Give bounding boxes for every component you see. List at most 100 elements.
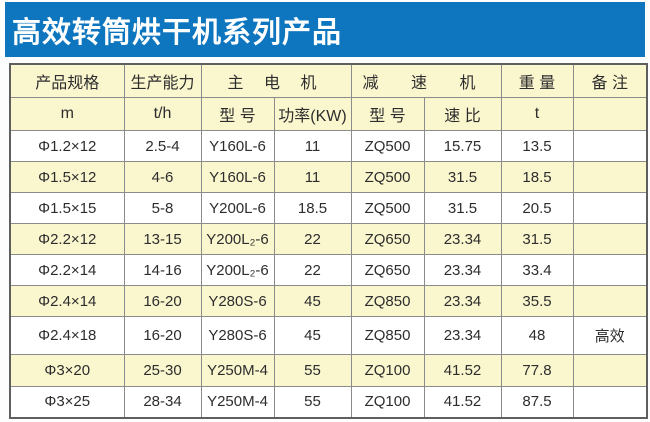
table-cell: 13-15 [123, 223, 202, 256]
table-cell: ZQ100 [350, 385, 425, 419]
table-cell: 18.5 [273, 192, 352, 225]
header-row-1: 产品规格 生产能力 主 电 机 减 速 机 重 量 备 注 [9, 63, 648, 98]
table-cell: 5-8 [123, 192, 202, 225]
table-cell: 48 [500, 316, 574, 356]
table-cell: 18.5 [500, 161, 574, 194]
table-cell [572, 192, 648, 225]
table-cell: Φ1.5×12 [9, 161, 125, 194]
subheader-speed-ratio: 速 比 [423, 97, 502, 131]
table-cell [572, 385, 648, 419]
table-cell: 55 [273, 354, 352, 387]
header-remarks: 备 注 [572, 63, 648, 98]
table-header: 产品规格 生产能力 主 电 机 减 速 机 重 量 备 注 m t/h 型 号 … [9, 63, 648, 131]
table-cell: 23.34 [423, 254, 502, 287]
table-cell: Y250M-4 [200, 385, 275, 419]
table-cell: ZQ500 [350, 129, 425, 163]
table-cell: 20.5 [500, 192, 574, 225]
table-cell: ZQ500 [350, 192, 425, 225]
table-cell: 23.34 [423, 316, 502, 356]
subheader-motor-model: 型 号 [200, 97, 275, 131]
table-cell: Y200L₂-6 [200, 223, 275, 256]
table-cell [572, 254, 648, 287]
table-cell: Φ1.2×12 [9, 129, 125, 163]
table-cell: 16-20 [123, 285, 202, 318]
table-cell: 22 [273, 254, 352, 287]
header-row-2: m t/h 型 号 功率(KW) 型 号 速 比 t [9, 97, 648, 131]
product-spec-table: 产品规格 生产能力 主 电 机 减 速 机 重 量 备 注 m t/h 型 号 … [9, 63, 648, 419]
table-cell: 11 [273, 129, 352, 163]
table-cell: 41.52 [423, 354, 502, 387]
table-cell: 33.4 [500, 254, 574, 287]
page-title: 高效转筒烘干机系列产品 [12, 16, 343, 49]
table-cell [572, 129, 648, 163]
table-row: Φ2.2×14 14-16 Y200L₂-6 22 ZQ650 23.34 33.4 [9, 254, 648, 287]
table-cell: Φ2.2×12 [9, 223, 125, 256]
subheader-remarks-empty [572, 97, 648, 131]
table-row: Φ3×20 25-30 Y250M-4 55 ZQ100 41.52 77.8 [9, 354, 648, 387]
table-cell: 22 [273, 223, 352, 256]
table-cell: 高效 [572, 316, 648, 356]
table-cell: 77.8 [500, 354, 574, 387]
table-cell: 23.34 [423, 223, 502, 256]
table-row: Φ2.4×18 16-20 Y280S-6 45 ZQ850 23.34 48 高效 [9, 316, 648, 356]
table-cell: 31.5 [423, 192, 502, 225]
table-cell: Φ1.5×15 [9, 192, 125, 225]
table-cell: Φ2.4×18 [9, 316, 125, 356]
table-cell: ZQ650 [350, 254, 425, 287]
table-cell: 35.5 [500, 285, 574, 318]
table-row: Φ1.5×15 5-8 Y200L-6 18.5 ZQ500 31.5 20.5 [9, 192, 648, 225]
table-cell: Φ3×25 [9, 385, 125, 419]
table-cell [572, 354, 648, 387]
table-cell: 2.5-4 [123, 129, 202, 163]
table-cell: 55 [273, 385, 352, 419]
table-body: Φ1.2×12 2.5-4 Y160L-6 11 ZQ500 15.75 13.5 Φ1.5×… [9, 129, 648, 419]
subheader-reducer-model: 型 号 [350, 97, 425, 131]
table-cell: Y160L-6 [200, 129, 275, 163]
subheader-motor-power: 功率(KW) [273, 97, 352, 131]
table-cell: Φ2.2×14 [9, 254, 125, 287]
table-cell: Y160L-6 [200, 161, 275, 194]
header-reducer: 减 速 机 [350, 63, 502, 98]
table-cell: Y280S-6 [200, 316, 275, 356]
header-product-spec: 产品规格 [9, 63, 125, 98]
table-cell: 45 [273, 285, 352, 318]
subheader-unit-t: t [500, 97, 574, 131]
table-cell: 25-30 [123, 354, 202, 387]
subheader-unit-m: m [9, 97, 125, 131]
table-row: Φ1.5×12 4-6 Y160L-6 11 ZQ500 31.5 18.5 [9, 161, 648, 194]
table-cell: ZQ100 [350, 354, 425, 387]
table-row: Φ3×25 28-34 Y250M-4 55 ZQ100 41.52 87.5 [9, 385, 648, 419]
table-cell: 87.5 [500, 385, 574, 419]
table-cell: ZQ850 [350, 285, 425, 318]
table-cell: 41.52 [423, 385, 502, 419]
table-cell: 15.75 [423, 129, 502, 163]
table-cell [572, 223, 648, 256]
table-cell [572, 161, 648, 194]
title-banner: 高效转筒烘干机系列产品 [5, 2, 645, 57]
table-cell: Y200L₂-6 [200, 254, 275, 287]
table-cell: ZQ650 [350, 223, 425, 256]
table-cell: Y200L-6 [200, 192, 275, 225]
table-cell: 31.5 [500, 223, 574, 256]
header-capacity: 生产能力 [123, 63, 202, 98]
table-row: Φ1.2×12 2.5-4 Y160L-6 11 ZQ500 15.75 13.5 [9, 129, 648, 163]
table-cell: 13.5 [500, 129, 574, 163]
table-cell: 11 [273, 161, 352, 194]
table-cell: Y280S-6 [200, 285, 275, 318]
table-cell [572, 285, 648, 318]
table-cell: 16-20 [123, 316, 202, 356]
header-weight: 重 量 [500, 63, 574, 98]
table-cell: 28-34 [123, 385, 202, 419]
table-cell: ZQ850 [350, 316, 425, 356]
table-cell: ZQ500 [350, 161, 425, 194]
table-cell: Φ3×20 [9, 354, 125, 387]
subheader-unit-th: t/h [123, 97, 202, 131]
table-row: Φ2.4×14 16-20 Y280S-6 45 ZQ850 23.34 35.5 [9, 285, 648, 318]
table-cell: Φ2.4×14 [9, 285, 125, 318]
header-main-motor: 主 电 机 [200, 63, 352, 98]
table-cell: 4-6 [123, 161, 202, 194]
table-cell: 31.5 [423, 161, 502, 194]
table-cell: 45 [273, 316, 352, 356]
table-row: Φ2.2×12 13-15 Y200L₂-6 22 ZQ650 23.34 31.5 [9, 223, 648, 256]
